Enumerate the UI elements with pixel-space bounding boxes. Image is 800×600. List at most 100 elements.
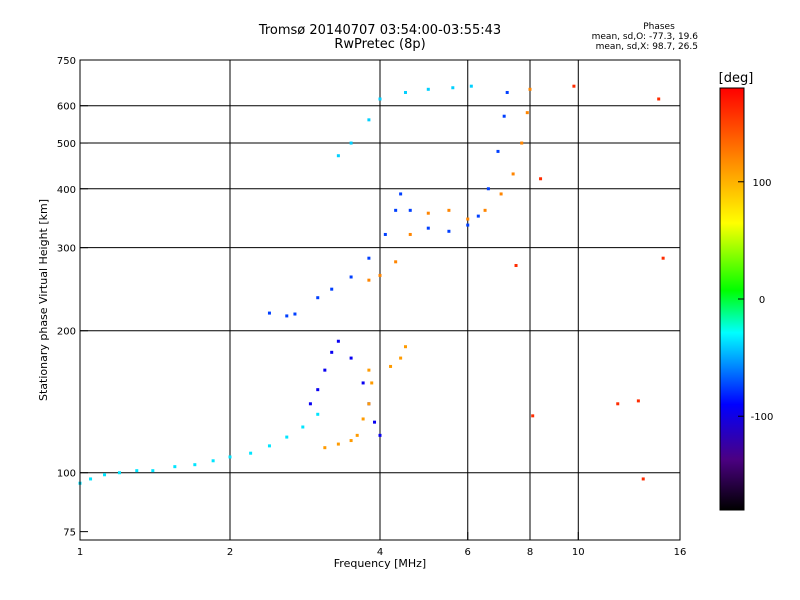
colorbar-tick-label: 100 xyxy=(752,178,771,189)
data-point xyxy=(367,118,371,122)
y-tick-label: 300 xyxy=(57,244,76,255)
data-point xyxy=(505,90,509,94)
data-point xyxy=(383,232,387,236)
data-point xyxy=(486,187,490,191)
data-point xyxy=(661,256,665,260)
data-point xyxy=(323,368,327,372)
y-tick-label: 100 xyxy=(57,469,76,480)
data-point xyxy=(349,439,353,443)
data-point xyxy=(528,87,532,91)
data-point xyxy=(476,214,480,218)
data-point xyxy=(336,339,340,343)
grid-lines xyxy=(80,60,680,540)
data-point xyxy=(616,402,620,406)
data-point xyxy=(285,314,289,318)
y-tick-label: 400 xyxy=(57,185,76,196)
y-axis-label: Stationary phase Virtual Height [km] xyxy=(37,199,50,401)
chart-title: Tromsø 20140707 03:54:00-03:55:43 xyxy=(258,23,502,38)
data-point xyxy=(389,364,393,368)
data-point xyxy=(316,412,320,416)
data-point xyxy=(466,217,470,221)
data-point xyxy=(193,463,197,467)
data-point xyxy=(514,264,518,268)
data-point xyxy=(89,477,93,481)
data-point xyxy=(323,446,327,450)
data-point xyxy=(228,455,232,459)
data-point xyxy=(426,87,430,91)
data-point xyxy=(572,84,576,88)
phase-info: Phases mean, sd,O: -77.3, 19.6 mean, sd,… xyxy=(590,22,698,52)
data-point xyxy=(301,425,305,429)
data-points xyxy=(78,84,665,485)
data-point xyxy=(502,114,506,118)
data-point xyxy=(367,368,371,372)
data-point xyxy=(361,381,365,385)
y-tick-label: 200 xyxy=(57,327,76,338)
data-point xyxy=(349,356,353,360)
x-tick-label: 10 xyxy=(572,547,585,558)
data-point xyxy=(499,192,503,196)
data-point xyxy=(336,442,340,446)
data-point xyxy=(641,477,645,481)
data-point xyxy=(466,223,470,227)
data-point xyxy=(330,287,334,291)
data-point xyxy=(370,381,374,385)
phase-info-x-line: mean, sd,X: 98.7, 26.5 xyxy=(595,42,698,52)
chart-subtitle: RwPretec (8p) xyxy=(334,37,426,52)
data-point xyxy=(394,260,398,264)
data-point xyxy=(636,399,640,403)
phase-info-o-line: mean, sd,O: -77.3, 19.6 xyxy=(591,32,698,42)
data-point xyxy=(426,211,430,215)
data-point xyxy=(469,84,473,88)
colorbar-label: [deg] xyxy=(719,71,754,86)
x-tick-label: 2 xyxy=(227,547,233,558)
data-point xyxy=(316,296,320,300)
data-point xyxy=(451,86,455,90)
phase-info-heading: Phases xyxy=(643,22,675,32)
data-point xyxy=(117,471,121,475)
data-point xyxy=(249,451,253,455)
data-point xyxy=(378,433,382,437)
data-point xyxy=(293,312,297,316)
data-point xyxy=(399,192,403,196)
data-point xyxy=(408,208,412,212)
data-point xyxy=(426,226,430,230)
data-point xyxy=(316,388,320,392)
data-point xyxy=(525,111,529,115)
data-point xyxy=(483,208,487,212)
data-point xyxy=(399,356,403,360)
y-tick-label: 500 xyxy=(57,139,76,150)
data-point xyxy=(520,141,524,145)
colorbar-ticks: 100 0 -100 xyxy=(738,178,773,423)
data-point xyxy=(378,273,382,277)
y-tick-label: 750 xyxy=(57,56,76,67)
axes: 1 2 4 6 8 10 16 75 100 200 300 400 500 600 750 xyxy=(57,56,686,558)
x-tick-label: 16 xyxy=(674,547,687,558)
data-point xyxy=(367,402,371,406)
data-point xyxy=(308,402,312,406)
data-point xyxy=(267,311,271,315)
data-point xyxy=(349,275,353,279)
x-tick-label: 6 xyxy=(465,547,471,558)
data-point xyxy=(394,208,398,212)
data-point xyxy=(211,459,215,463)
data-point xyxy=(531,414,535,418)
data-point xyxy=(447,229,451,233)
data-point xyxy=(173,465,177,469)
x-axis-label: Frequency [MHz] xyxy=(334,557,426,570)
data-point xyxy=(103,473,107,477)
data-point xyxy=(378,97,382,101)
data-point xyxy=(361,417,365,421)
data-point xyxy=(539,177,543,181)
data-point xyxy=(408,232,412,236)
x-tick-label: 1 xyxy=(77,547,83,558)
x-tick-label: 4 xyxy=(377,547,383,558)
data-point xyxy=(135,469,139,473)
data-point xyxy=(657,97,661,101)
data-point xyxy=(355,433,359,437)
data-point xyxy=(447,208,451,212)
data-point xyxy=(403,90,407,94)
data-point xyxy=(496,149,500,153)
data-point xyxy=(403,345,407,349)
